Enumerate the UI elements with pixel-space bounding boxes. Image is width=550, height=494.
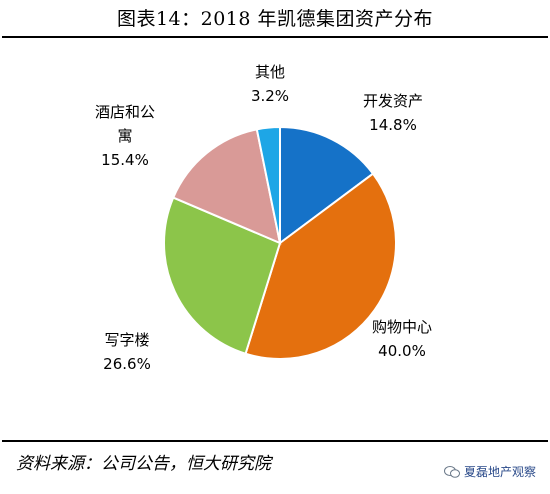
source-note: 资料来源：公司公告，恒大研究院 [16, 454, 271, 474]
slice-name-label: 购物中心 [372, 318, 432, 336]
pie-slice-1 [279, 125, 375, 245]
pie-slice-5 [255, 125, 281, 244]
pie-slice-4 [171, 128, 282, 245]
top-rule [2, 36, 548, 38]
slice-name-label: 写字楼 [104, 331, 149, 349]
slice-name-label: 寓 [117, 127, 132, 145]
slice-name-label: 开发资产 [363, 92, 423, 110]
wechat-icon [443, 465, 460, 478]
watermark: 夏磊地产观察 [443, 463, 536, 480]
slice-value-label: 14.8% [369, 116, 417, 134]
slice-value-label: 3.2% [251, 87, 289, 105]
slice-label-2: 购物中心 40.0% [372, 318, 432, 360]
watermark-text: 夏磊地产观察 [463, 465, 536, 479]
slice-value-label: 40.0% [378, 342, 426, 360]
slice-value-label: 15.4% [101, 151, 149, 169]
slice-label-5: 其他 3.2% [251, 63, 289, 105]
slice-label-3: 写字楼 26.6% [103, 331, 151, 373]
slice-label-1: 开发资产 14.8% [363, 92, 423, 134]
slice-value-label: 26.6% [103, 355, 151, 373]
slice-name-label: 其他 [255, 63, 285, 81]
pie-slice-2 [244, 172, 397, 360]
chart-title: 图表14：2018 年凯德集团资产分布 [116, 8, 434, 30]
bottom-rule [2, 440, 548, 442]
slice-name-label: 酒店和公 [95, 103, 155, 121]
pie-slice-3 [163, 196, 282, 356]
